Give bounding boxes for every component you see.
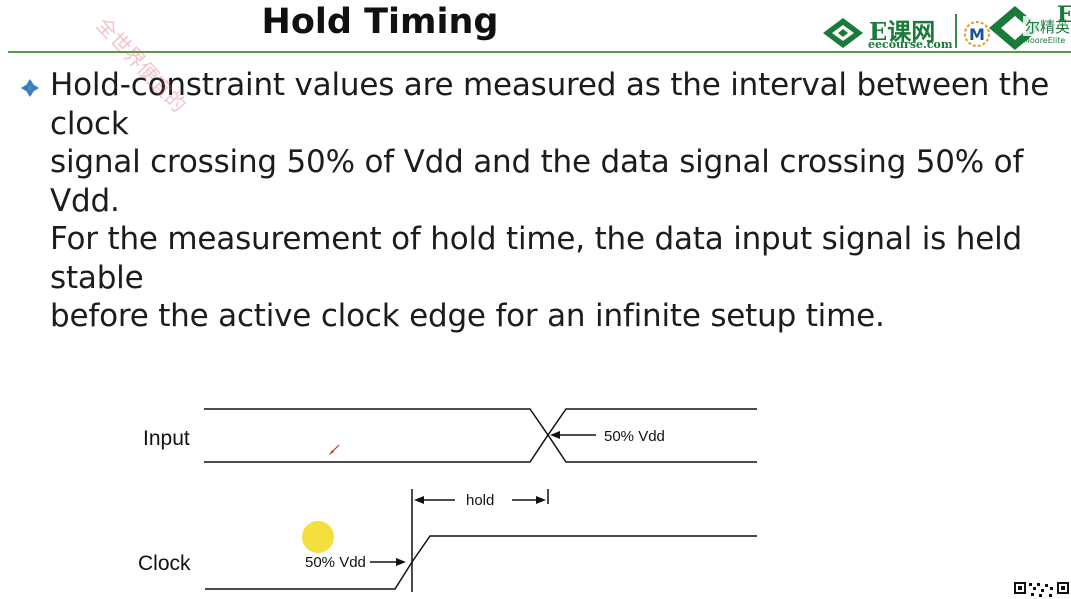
clock-threshold-arrow [370,558,406,566]
ecourse-logo-url: eecourse.com [868,38,953,51]
bullet-text: Hold-constraint values are measured as t… [50,67,1050,334]
ecourse-logo: E课网 eecourse.com [821,10,953,51]
svg-text:M: M [969,25,985,44]
logo-divider [955,14,957,48]
input-threshold-label: 50% Vdd [604,428,665,445]
input-waveform [204,408,757,463]
moore-elite-logo: M 尔精英 E MooreElite [963,2,1071,54]
svg-text:E: E [1057,4,1071,28]
logo-area: E课网 eecourse.com M 尔精英 E MooreElite [821,0,1071,54]
ecourse-logo-text: E课网 [869,17,936,46]
ecourse-diamond-icon [823,18,863,48]
moore-elite-emblem-icon: M 尔精英 E [964,2,1071,50]
clock-waveform [205,535,757,590]
title-divider [8,51,1071,53]
input-threshold-arrow [550,431,596,439]
svg-text:尔精英: 尔精英 [1025,18,1070,36]
clock-label: Clock [138,552,191,575]
diamond-bullet-icon [21,79,39,97]
pen-cursor-icon [329,444,340,455]
moore-elite-text: MooreElite [1023,36,1066,45]
qr-code-icon [1014,582,1069,597]
laser-pointer-dot [302,521,334,553]
hold-label: hold [466,492,494,509]
hold-interval-arrow [414,496,546,504]
clock-threshold-label: 50% Vdd [305,554,366,571]
input-label: Input [143,427,190,450]
slide-title: Hold Timing [261,2,499,42]
